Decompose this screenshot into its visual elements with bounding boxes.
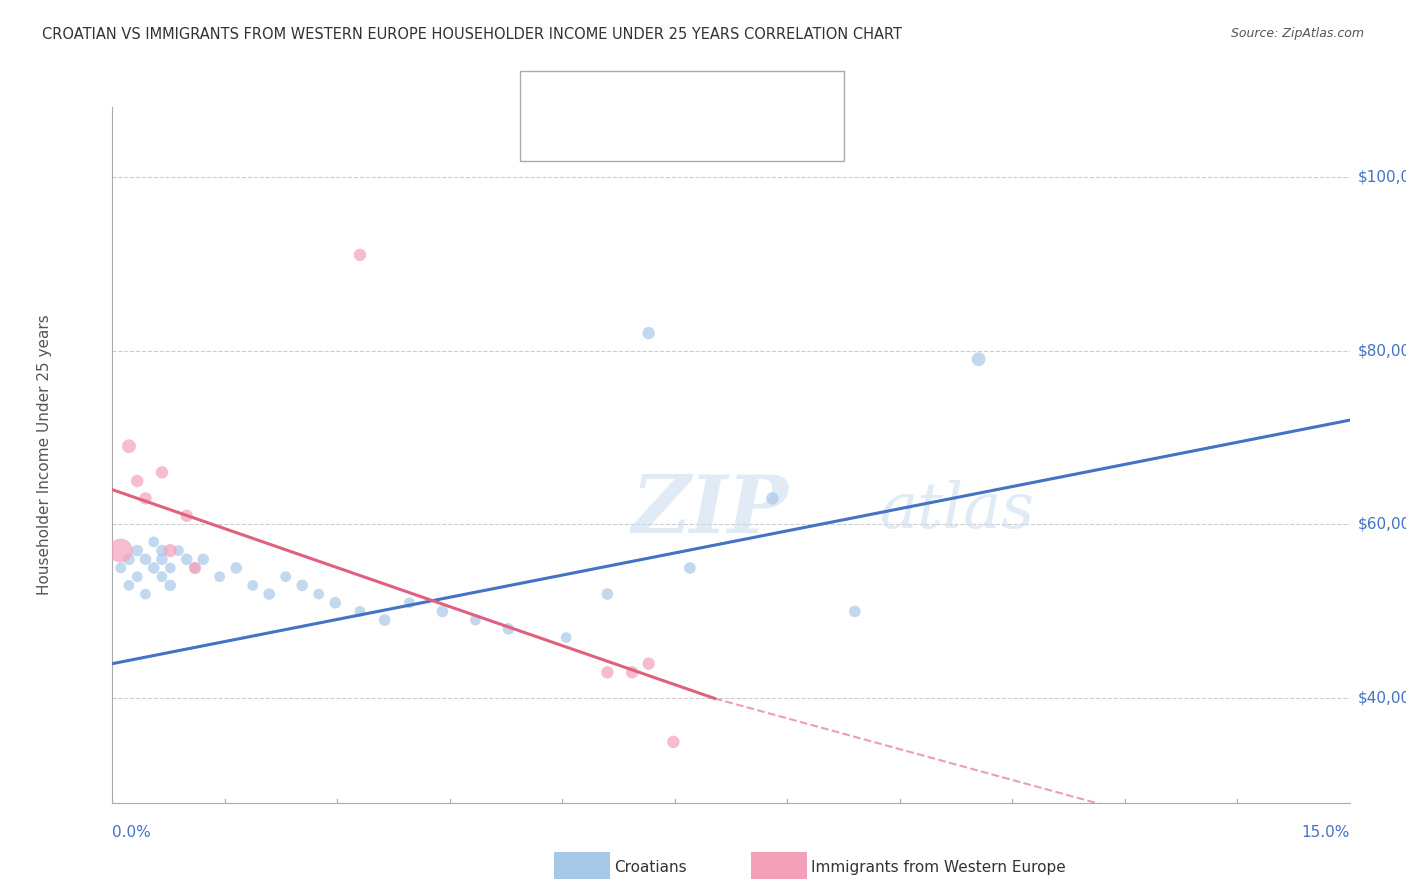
Bar [537,121,572,146]
Text: $60,000: $60,000 [1358,517,1406,532]
Text: ZIP: ZIP [633,472,789,549]
Point [134,587,156,601]
Point [844,605,866,619]
Point [127,543,149,558]
Point [637,657,659,671]
Point [110,561,132,575]
Point [208,570,231,584]
Point [464,613,486,627]
Text: $80,000: $80,000 [1358,343,1406,358]
Point [150,552,173,566]
Text: Croatians: Croatians [614,860,688,874]
Text: 0.0%: 0.0% [112,824,152,839]
Point [159,561,181,575]
Point [967,352,990,367]
Point [118,439,141,453]
Point [134,491,156,506]
Point [118,578,141,592]
Text: R =  0.321   N = 39: R = 0.321 N = 39 [582,91,731,106]
Point [308,587,330,601]
Point [193,552,215,566]
Point [150,570,173,584]
Point [176,552,198,566]
Text: 15.0%: 15.0% [1302,824,1350,839]
Point [257,587,280,601]
Point [596,665,619,680]
Point [225,561,247,575]
Text: $100,000: $100,000 [1358,169,1406,184]
Point [349,248,371,262]
Point [374,613,396,627]
Text: $40,000: $40,000 [1358,691,1406,706]
Point [150,466,173,480]
Point [662,735,685,749]
Point [110,543,132,558]
Text: CROATIAN VS IMMIGRANTS FROM WESTERN EUROPE HOUSEHOLDER INCOME UNDER 25 YEARS COR: CROATIAN VS IMMIGRANTS FROM WESTERN EURO… [42,27,903,42]
Point [242,578,264,592]
Point [184,561,207,575]
Point [150,543,173,558]
Point [555,631,578,645]
Point [167,543,190,558]
Point [159,578,181,592]
Point [349,605,371,619]
Point [184,561,207,575]
Point [498,622,520,636]
Text: R = -0.472   N = 13: R = -0.472 N = 13 [582,126,731,141]
Point [118,552,141,566]
Text: Source: ZipAtlas.com: Source: ZipAtlas.com [1230,27,1364,40]
Point [127,474,149,488]
Text: Immigrants from Western Europe: Immigrants from Western Europe [811,860,1066,874]
Point [398,596,420,610]
Point [291,578,314,592]
Point [761,491,783,506]
Point [127,570,149,584]
Point [621,665,644,680]
Text: Householder Income Under 25 years: Householder Income Under 25 years [37,315,52,595]
Point [432,605,454,619]
Point [596,587,619,601]
Point [323,596,346,610]
Point [134,552,156,566]
Point [142,535,165,549]
Text: atlas: atlas [880,480,1035,541]
Point [176,508,198,523]
Point [142,561,165,575]
Bar [537,86,572,111]
Point [679,561,702,575]
Point [274,570,297,584]
Point [159,543,181,558]
Point [637,326,659,341]
